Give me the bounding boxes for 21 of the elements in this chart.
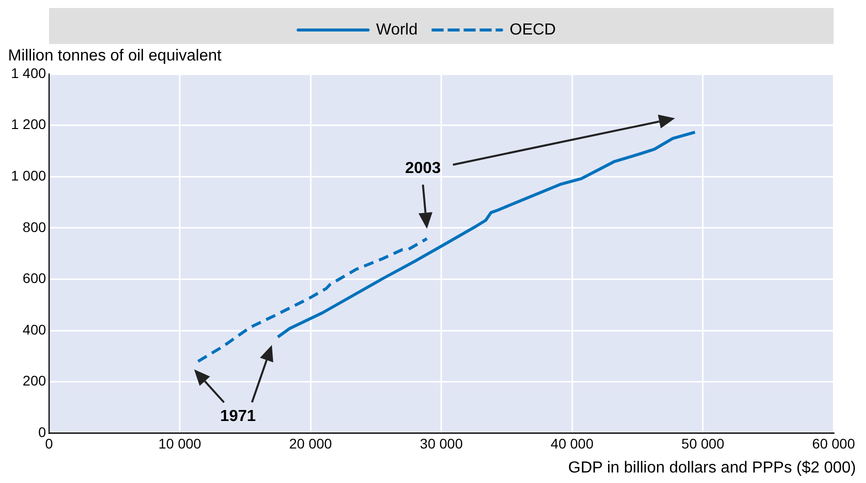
x-axis-title: GDP in billion dollars and PPPs ($2 000): [568, 459, 856, 476]
y-axis-title: Million tonnes of oil equivalent: [8, 47, 222, 64]
y-tick-label: 800: [22, 218, 46, 235]
x-tick-label: 40 000: [550, 435, 594, 452]
annotation: 2003: [405, 160, 441, 178]
legend-label: World: [376, 21, 418, 38]
line-series: [196, 237, 428, 363]
y-tick-label: 600: [22, 270, 46, 286]
legend-label: OECD: [510, 21, 556, 38]
y-tick-label: 1 200: [10, 116, 46, 132]
annotation: 1971: [220, 408, 256, 425]
y-tick-label: 1 000: [10, 167, 46, 184]
x-tick-label: 30 000: [420, 435, 463, 452]
x-tick-label: 10 000: [158, 435, 202, 452]
y-tick-label: 200: [22, 372, 46, 389]
y-tick-label: 0: [38, 424, 46, 440]
y-tick-label: 400: [22, 321, 46, 338]
x-tick-label: 20 000: [289, 435, 332, 452]
x-tick-label: 50 000: [681, 435, 724, 452]
y-tick-label: 1 400: [10, 64, 46, 81]
x-tick-label: 60 000: [812, 435, 856, 452]
